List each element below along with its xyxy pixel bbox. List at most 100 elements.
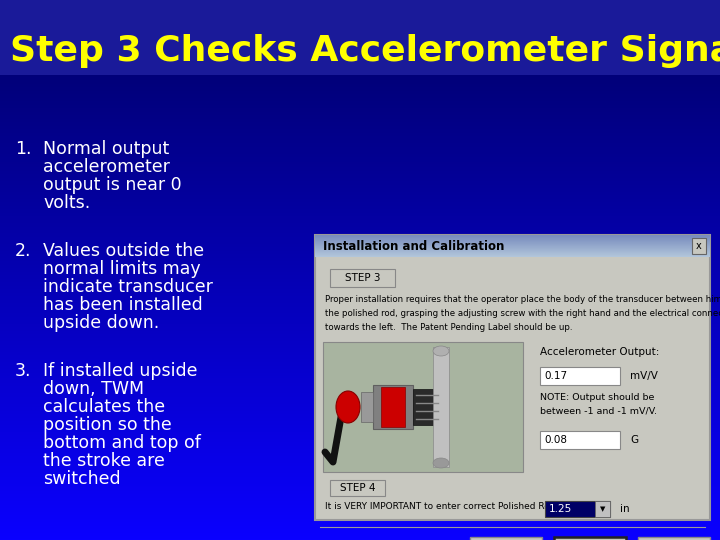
Bar (0, 57, 720, 58)
Bar (0, 350, 720, 351)
Bar (0, 173, 720, 174)
Bar (0, 336, 720, 337)
Bar (0, 73, 720, 74)
Bar (0, 30, 720, 31)
Bar (0, 141, 720, 142)
Text: switched: switched (43, 470, 121, 488)
Bar (0, 234, 720, 235)
Bar (0, 339, 720, 340)
Bar (0, 333, 720, 334)
Bar (0, 507, 720, 508)
Bar (0, 205, 720, 206)
Bar (0, 226, 720, 227)
Bar (0, 48, 720, 49)
Text: upside down.: upside down. (43, 314, 159, 332)
Bar (0, 303, 720, 304)
Bar (0, 375, 720, 376)
Bar (0, 510, 720, 511)
Bar (0, 528, 720, 529)
Bar (0, 67, 720, 68)
Bar (0, 174, 720, 175)
Bar (0, 118, 720, 119)
Bar (0, 190, 720, 191)
Bar (0, 5, 720, 6)
Bar (0, 9, 720, 10)
Bar (0, 461, 720, 462)
Bar (0, 389, 720, 390)
Bar (0, 354, 720, 355)
Bar (0, 337, 720, 338)
Bar (315, 241, 710, 242)
Bar (0, 357, 720, 358)
Bar (0, 318, 720, 319)
Bar (413, 389, 441, 425)
Bar (0, 221, 720, 222)
Bar (0, 506, 720, 507)
Bar (0, 466, 720, 467)
Bar (373, 385, 413, 429)
Bar (0, 41, 720, 42)
Bar (0, 437, 720, 438)
Bar (0, 523, 720, 524)
Bar (0, 163, 720, 164)
Bar (0, 327, 720, 328)
Bar (0, 355, 720, 356)
Bar (0, 12, 720, 13)
Bar (0, 243, 720, 244)
Bar (0, 348, 720, 349)
Bar (0, 215, 720, 216)
Bar (0, 76, 720, 77)
Bar (0, 136, 720, 137)
Bar (0, 7, 720, 8)
Bar (0, 412, 720, 413)
Bar (0, 484, 720, 485)
Bar (0, 143, 720, 144)
Bar (0, 531, 720, 532)
Bar (0, 272, 720, 273)
Bar (0, 498, 720, 499)
Bar (0, 485, 720, 486)
Bar (315, 235, 710, 236)
Bar (0, 428, 720, 429)
Bar (0, 65, 720, 66)
Bar (0, 307, 720, 308)
Bar (0, 352, 720, 353)
Bar (0, 316, 720, 317)
Bar (0, 97, 720, 98)
Bar (330, 480, 385, 496)
Bar (315, 250, 710, 251)
Bar (0, 107, 720, 108)
Bar (0, 231, 720, 232)
Bar (0, 406, 720, 407)
Bar (381, 387, 405, 427)
Bar (0, 71, 720, 72)
Bar (0, 346, 720, 347)
Bar (0, 439, 720, 440)
Bar (0, 161, 720, 162)
Bar (0, 28, 720, 29)
Text: the polished rod, grasping the adjusting screw with the right hand and the elect: the polished rod, grasping the adjusting… (325, 309, 720, 318)
Bar (0, 426, 720, 427)
Bar (0, 114, 720, 115)
Bar (0, 505, 720, 506)
Bar (0, 342, 720, 343)
Bar (0, 50, 720, 51)
Bar (0, 397, 720, 398)
Bar (0, 294, 720, 295)
Bar (0, 358, 720, 359)
Bar (0, 222, 720, 223)
Bar (0, 166, 720, 167)
Bar (0, 432, 720, 433)
Bar (0, 134, 720, 135)
Bar (0, 195, 720, 196)
Text: 3.: 3. (15, 362, 32, 380)
Bar (0, 99, 720, 100)
Bar (0, 167, 720, 168)
Bar (0, 110, 720, 111)
Bar (0, 96, 720, 97)
Bar (0, 277, 720, 278)
Bar (315, 242, 710, 243)
Bar (0, 300, 720, 301)
Bar (0, 182, 720, 183)
Bar (0, 344, 720, 345)
